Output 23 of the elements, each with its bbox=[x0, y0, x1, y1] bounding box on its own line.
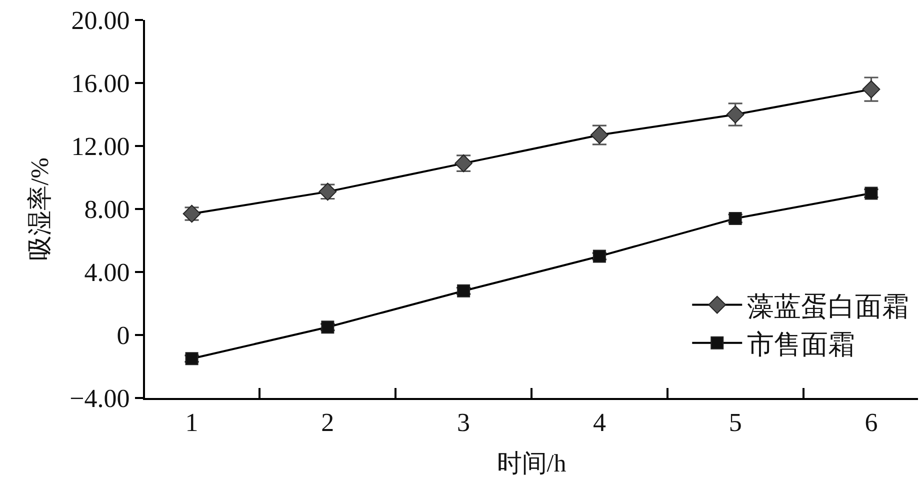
x-tick-label: 2 bbox=[321, 408, 334, 438]
y-tick-label: 20.00 bbox=[71, 6, 130, 36]
y-tick-label: 8.00 bbox=[84, 195, 130, 224]
x-tick-label: 1 bbox=[185, 408, 198, 438]
legend-label: 藻蓝蛋白面霜 bbox=[747, 291, 910, 322]
point bbox=[726, 106, 744, 124]
point bbox=[457, 284, 470, 298]
x-tick-label: 6 bbox=[864, 408, 878, 438]
x-tick-label: 4 bbox=[592, 408, 606, 438]
y-tick-label: 0 bbox=[116, 321, 130, 350]
y-tick-label: 12.00 bbox=[71, 132, 130, 162]
y-tick-label: −4.00 bbox=[70, 384, 130, 414]
point bbox=[592, 250, 606, 263]
point bbox=[321, 320, 334, 334]
legend-label: 市售面霜 bbox=[747, 329, 856, 360]
y-tick-label: 16.00 bbox=[71, 69, 130, 98]
x-axis-title: 时间/h bbox=[496, 450, 567, 478]
x-tick-label: 5 bbox=[728, 408, 742, 438]
x-tick-label: 3 bbox=[457, 408, 470, 438]
point bbox=[185, 352, 198, 366]
point bbox=[862, 80, 880, 98]
y-axis-title: 吸湿率/% bbox=[26, 158, 54, 260]
y-tick-label: 4.00 bbox=[84, 258, 130, 288]
